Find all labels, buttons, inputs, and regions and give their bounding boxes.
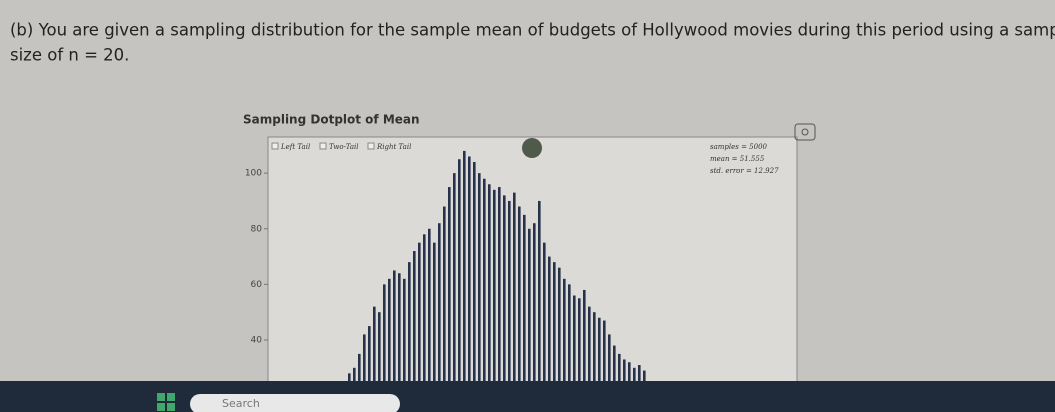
stat-text: std. error = 12.927 — [710, 167, 779, 175]
dot-column — [478, 173, 481, 382]
dot-column — [403, 278, 406, 382]
dot-column — [508, 200, 511, 382]
dot-column — [583, 289, 586, 382]
dot-column — [368, 326, 371, 382]
dot-column — [468, 156, 471, 382]
dot-column — [398, 273, 401, 382]
dot-column — [593, 312, 596, 382]
dot-column — [433, 242, 436, 382]
y-tick-label: 80 — [251, 224, 263, 234]
taskbar — [0, 381, 1055, 412]
dot-column — [573, 295, 576, 382]
dot-column — [578, 298, 581, 382]
dot-column — [428, 228, 431, 382]
dot-column — [518, 206, 521, 382]
dot-column — [493, 189, 496, 382]
dot-column — [378, 312, 381, 382]
dot-column — [568, 284, 571, 382]
dot-column — [423, 234, 426, 382]
dot-column — [628, 362, 631, 382]
dot-column — [373, 306, 376, 382]
dot-column — [618, 353, 621, 382]
y-tick-label: 100 — [245, 169, 262, 179]
dot-column — [348, 373, 351, 382]
dot-column — [353, 367, 356, 382]
plot-frame — [267, 136, 798, 388]
dot-column — [388, 278, 391, 382]
dot-column — [528, 228, 531, 382]
dot-column — [413, 251, 416, 382]
dot-column — [358, 353, 361, 382]
dot-column — [543, 242, 546, 382]
y-tick-label: 60 — [251, 280, 263, 290]
question-line: size of n = 20. — [10, 46, 129, 65]
dot-column — [633, 367, 636, 382]
dot-column — [498, 187, 501, 382]
checkbox-label: Right Tail — [376, 143, 411, 151]
dot-column — [603, 320, 606, 382]
dot-column — [598, 317, 601, 382]
dot-column — [563, 278, 566, 382]
checkbox-label: Two-Tail — [329, 143, 359, 151]
checkbox[interactable] — [319, 142, 327, 150]
stat-text: mean = 51.555 — [710, 155, 765, 163]
dot-column — [453, 173, 456, 382]
dot-column — [483, 178, 486, 382]
avatar-icon — [522, 138, 542, 158]
dot-column — [623, 359, 626, 382]
dot-column — [393, 270, 396, 382]
dot-column — [463, 150, 466, 382]
dot-column — [533, 223, 536, 382]
checkbox[interactable] — [367, 142, 375, 150]
dot-column — [488, 184, 491, 382]
dot-column — [503, 195, 506, 382]
dot-column — [588, 306, 591, 382]
dot-column — [513, 192, 516, 382]
search-text: Search — [222, 397, 260, 410]
checkbox[interactable] — [271, 142, 279, 150]
y-tick-label: 40 — [251, 335, 263, 345]
dot-column — [383, 284, 386, 382]
dot-column — [448, 187, 451, 382]
dot-column — [473, 162, 476, 382]
dot-column — [523, 214, 526, 382]
dot-column — [553, 262, 556, 382]
dot-column — [548, 256, 551, 382]
dot-column — [558, 267, 561, 382]
dot-column — [363, 334, 366, 382]
dot-column — [458, 159, 461, 382]
dot-column — [408, 262, 411, 382]
stat-text: samples = 5000 — [710, 143, 768, 151]
question-line: (b) You are given a sampling distributio… — [10, 21, 1055, 40]
dot-column — [418, 242, 421, 382]
settings-icon[interactable] — [794, 123, 816, 141]
dot-column — [613, 345, 616, 382]
dot-column — [443, 206, 446, 382]
search-box[interactable] — [190, 394, 400, 412]
checkbox-label: Left Tail — [280, 143, 310, 151]
dot-column — [538, 200, 541, 382]
dot-column — [638, 365, 641, 382]
chart-title: Sampling Dotplot of Mean — [243, 113, 420, 127]
start-button[interactable] — [157, 393, 175, 411]
dot-column — [643, 370, 646, 382]
dot-column — [608, 334, 611, 382]
dot-column — [438, 223, 441, 382]
